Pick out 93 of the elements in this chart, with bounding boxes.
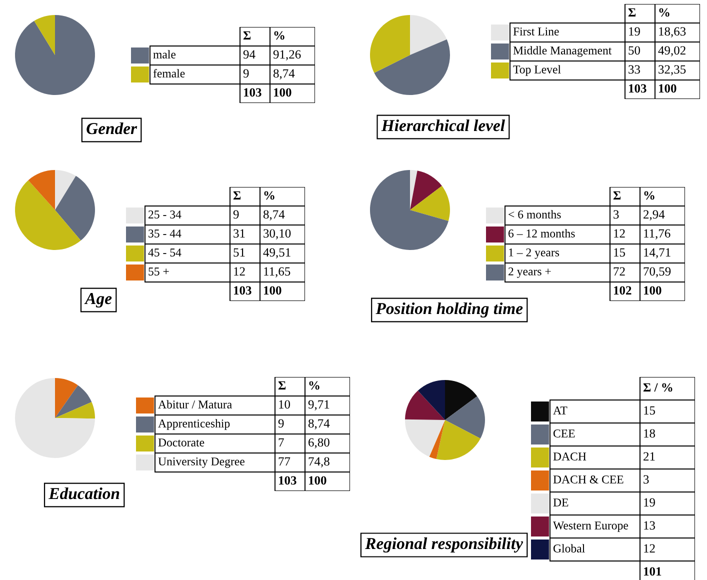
legend-label: 2 years + bbox=[508, 267, 551, 278]
legend-label: DACH & CEE bbox=[553, 475, 624, 484]
text: % bbox=[264, 191, 274, 200]
text: 103 bbox=[234, 286, 252, 295]
text: 2,94 bbox=[644, 210, 665, 220]
legend-label: Doctorate bbox=[158, 438, 204, 446]
text: Gender bbox=[86, 122, 138, 134]
data-label: 7 bbox=[278, 438, 284, 447]
data-label: 19 bbox=[644, 498, 655, 507]
text: Σ bbox=[628, 8, 636, 17]
text: 8,74 bbox=[308, 419, 330, 430]
data-label: 33 bbox=[628, 65, 640, 74]
data-label: 3 bbox=[614, 210, 619, 219]
legend-label: Middle Management bbox=[513, 46, 612, 57]
legend-label: Apprenticeship bbox=[158, 419, 230, 430]
text: Σ bbox=[613, 191, 621, 200]
text: 91,26 bbox=[273, 50, 301, 60]
data-label: 21 bbox=[644, 452, 655, 461]
text: 70,59 bbox=[644, 267, 671, 278]
legend-label: 55 + bbox=[148, 268, 169, 276]
text: 103 bbox=[279, 476, 296, 485]
text: % bbox=[274, 31, 284, 40]
data-label: 12 bbox=[644, 544, 655, 553]
data-label: 50 bbox=[628, 46, 640, 55]
text: 102 bbox=[614, 286, 632, 295]
data-label: 51 bbox=[234, 248, 245, 257]
text: 30,10 bbox=[264, 229, 291, 240]
legend-label: 35 - 44 bbox=[148, 230, 182, 238]
text: 100 bbox=[264, 286, 282, 295]
text: 100 bbox=[659, 84, 676, 93]
legend-label: DACH bbox=[553, 452, 586, 460]
text: Σ / % bbox=[643, 383, 672, 392]
legend-label: Western Europe bbox=[553, 522, 628, 532]
text: 101 bbox=[644, 567, 662, 576]
data-label: 94 bbox=[243, 50, 256, 59]
text: 9,71 bbox=[308, 400, 330, 410]
text: Education bbox=[48, 487, 120, 500]
text: 32,35 bbox=[658, 65, 686, 76]
data-label: 18 bbox=[644, 429, 656, 438]
text: Σ bbox=[278, 381, 286, 390]
text: % bbox=[659, 8, 670, 17]
data-label: 9 bbox=[233, 210, 239, 219]
data-label: 77 bbox=[278, 457, 290, 466]
text: 103 bbox=[244, 88, 262, 97]
legend-label: 1 – 2 years bbox=[509, 248, 560, 259]
legend-label: Top Level bbox=[513, 65, 561, 76]
text: Σ bbox=[243, 31, 251, 40]
legend-label: AT bbox=[553, 406, 568, 414]
data-label: 10 bbox=[279, 400, 290, 409]
legend-label: University Degree bbox=[158, 457, 244, 468]
data-label: 9 bbox=[278, 419, 284, 428]
text: 49,51 bbox=[263, 248, 290, 258]
data-label: 12 bbox=[614, 229, 625, 238]
data-label: 9 bbox=[243, 69, 249, 78]
text: Σ bbox=[233, 191, 241, 200]
text: 18,63 bbox=[659, 27, 686, 38]
text: 8,74 bbox=[273, 69, 295, 80]
text: Regional responsibility bbox=[365, 537, 524, 553]
text: 100 bbox=[309, 476, 326, 485]
text: 6,80 bbox=[308, 438, 330, 448]
data-label: 12 bbox=[234, 267, 245, 276]
data-label: 3 bbox=[644, 475, 649, 484]
legend-label: 45 - 54 bbox=[148, 248, 182, 256]
legend-label: 25 - 34 bbox=[148, 210, 182, 218]
text: 49,02 bbox=[658, 46, 686, 56]
data-label: 19 bbox=[629, 27, 640, 36]
data-label: 13 bbox=[644, 521, 656, 530]
text: 11,65 bbox=[264, 267, 290, 278]
data-label: 15 bbox=[644, 406, 656, 415]
text: Hierarchical level bbox=[381, 119, 505, 132]
text: 100 bbox=[644, 286, 662, 295]
legend-label: First Line bbox=[513, 28, 559, 36]
data-label: 15 bbox=[614, 248, 626, 257]
legend-label: Abitur / Matura bbox=[158, 400, 232, 408]
text: 74,8 bbox=[308, 457, 330, 468]
legend-label: < 6 months bbox=[508, 210, 561, 218]
legend-label: Global bbox=[553, 544, 585, 552]
legend-label: male bbox=[153, 50, 176, 58]
text: 8,74 bbox=[263, 210, 285, 220]
legend-label: DE bbox=[553, 498, 568, 506]
legend-label: 6 – 12 months bbox=[508, 229, 575, 238]
text: Position holding time bbox=[376, 302, 523, 318]
data-label: 31 bbox=[234, 229, 245, 238]
text: 100 bbox=[274, 88, 292, 97]
text: % bbox=[309, 381, 320, 390]
text: Age bbox=[84, 293, 112, 308]
legend-label: female bbox=[153, 69, 185, 78]
text: 14,71 bbox=[644, 248, 670, 258]
legend-label: CEE bbox=[553, 430, 575, 438]
text: % bbox=[644, 191, 654, 200]
text: 103 bbox=[629, 84, 646, 93]
text: 11,76 bbox=[644, 229, 670, 240]
data-label: 72 bbox=[614, 267, 625, 276]
